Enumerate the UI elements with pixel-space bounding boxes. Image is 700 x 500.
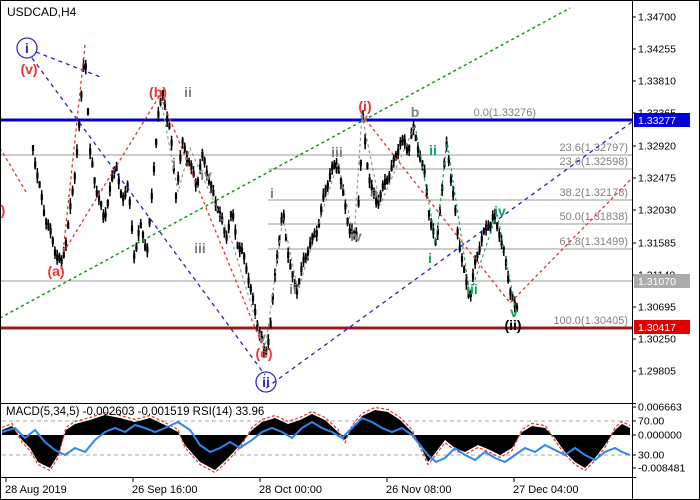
wave-circle xyxy=(255,371,277,393)
gray-minor-zigzag-1 xyxy=(159,94,266,351)
red-zigzag-i-ii xyxy=(361,114,633,304)
price-axis-tick-label: 1.31585 xyxy=(638,238,676,250)
wave-label: (b) xyxy=(149,84,167,100)
date-axis-label: 27 Dec 04:00 xyxy=(513,484,578,496)
axes: 1.347001.342551.338101.333651.329201.324… xyxy=(0,0,685,500)
macd-rsi-panel xyxy=(1,406,631,474)
wave-label: (c) xyxy=(255,345,272,361)
gray-minor-zigzag-2 xyxy=(264,114,363,351)
wave-label: iii xyxy=(194,240,206,256)
macd-signal-line xyxy=(1,406,631,474)
indicator-scale-label: 0.000000 xyxy=(638,430,682,442)
rsi-line xyxy=(1,416,631,464)
price-axis-tick-label: 1.30695 xyxy=(638,302,676,314)
fib-level-label: 23.6(1.32598) xyxy=(560,156,629,168)
price-badge xyxy=(634,320,690,334)
wave-label: iii xyxy=(466,281,478,297)
blue-wave-line-down xyxy=(31,57,266,376)
fib-level-label: 61.8(1.31499) xyxy=(560,236,629,248)
price-axis-tick-label: 1.32475 xyxy=(638,173,676,185)
price-axis-tick-label: 1.32030 xyxy=(638,205,676,217)
wave-label: i xyxy=(428,250,432,266)
indicator-scale-label: 70.00 xyxy=(638,416,664,428)
price-badges: 1.33277 1.31070 1.30417 xyxy=(634,113,690,334)
fibonacci-levels: 0.0(1.33276) 23.6(1.32797) 23.6(1.32598) 38… xyxy=(268,107,632,329)
red-zigzag-stub xyxy=(0,147,27,193)
green-channel-line xyxy=(0,7,571,319)
trendlines xyxy=(0,7,633,389)
price-badge-value: 1.30417 xyxy=(638,322,676,334)
fib-level-label: 100.0(1.30405) xyxy=(553,315,628,327)
price-axis-tick-label: 1.30250 xyxy=(638,334,676,346)
indicator-scale-label: -0.008481 xyxy=(638,463,685,475)
wave-labels: iii(v)(b)(a)(c)(i)(ii))iiiiviiiviiiiiiai… xyxy=(1,37,522,393)
price-badge xyxy=(634,113,690,127)
wave-label: a xyxy=(370,184,378,200)
gray-minor-zigzag-3 xyxy=(361,114,416,207)
wave-label: iv xyxy=(350,228,362,244)
wave-label: ii xyxy=(184,84,192,100)
price-axis-tick-label: 1.34700 xyxy=(638,12,676,24)
price-badge-value: 1.31070 xyxy=(638,276,676,288)
wave-label: iii xyxy=(331,144,343,160)
fib-level-label: 50.0(1.31838) xyxy=(560,211,629,223)
candlesticks xyxy=(31,58,519,357)
macd-histogram xyxy=(2,410,630,470)
fib-level-label: 0.0(1.33276) xyxy=(474,107,536,119)
horizontal-price-lines xyxy=(0,118,632,330)
indicator-scale-label: 30.00 xyxy=(638,450,664,462)
price-axis-tick-label: 1.34255 xyxy=(638,44,676,56)
wave-label: ii xyxy=(262,374,270,390)
wave-label: (a) xyxy=(47,263,64,279)
date-axis-label: 26 Nov 08:00 xyxy=(386,484,451,496)
wave-label: iv xyxy=(200,167,212,183)
wave-label: (v) xyxy=(20,61,37,77)
wave-label: (i) xyxy=(358,98,371,114)
wave-label: (ii) xyxy=(504,317,521,333)
wave-label: v xyxy=(258,329,266,345)
wave-label: b xyxy=(411,104,420,120)
wave-label: v xyxy=(510,304,518,320)
teal-minor-zigzag xyxy=(414,124,516,307)
wave-label: i xyxy=(270,185,274,201)
fib-level-label: 38.2(1.32178) xyxy=(560,187,629,199)
date-axis-label: 28 Oct 00:00 xyxy=(259,484,322,496)
wave-label: ii xyxy=(429,142,437,158)
blue-stub xyxy=(35,51,104,79)
price-axis-tick-label: 1.33810 xyxy=(638,76,676,88)
blue-wave-line-up xyxy=(265,121,633,389)
red-zigzag-v-a xyxy=(62,44,266,353)
wave-label: i xyxy=(172,155,176,171)
price-axis-tick-label: 1.29805 xyxy=(638,366,676,378)
wave-label: v xyxy=(360,110,368,126)
price-badge-value: 1.33277 xyxy=(638,115,676,127)
wave-label: i xyxy=(25,40,29,56)
date-axis-label: 28 Aug 2019 xyxy=(5,484,67,496)
date-axis-label: 26 Sep 16:00 xyxy=(132,484,197,496)
wave-label: ii xyxy=(289,281,297,297)
wave-label: ) xyxy=(1,202,6,218)
indicator-scale-label: 0.006663 xyxy=(638,402,682,414)
wave-label: iv xyxy=(494,203,506,219)
wave-circle xyxy=(16,37,38,59)
price-axis-tick-label: 1.32920 xyxy=(638,141,676,153)
fib-level-label: 23.6(1.32797) xyxy=(560,142,629,154)
price-badge xyxy=(634,274,690,288)
